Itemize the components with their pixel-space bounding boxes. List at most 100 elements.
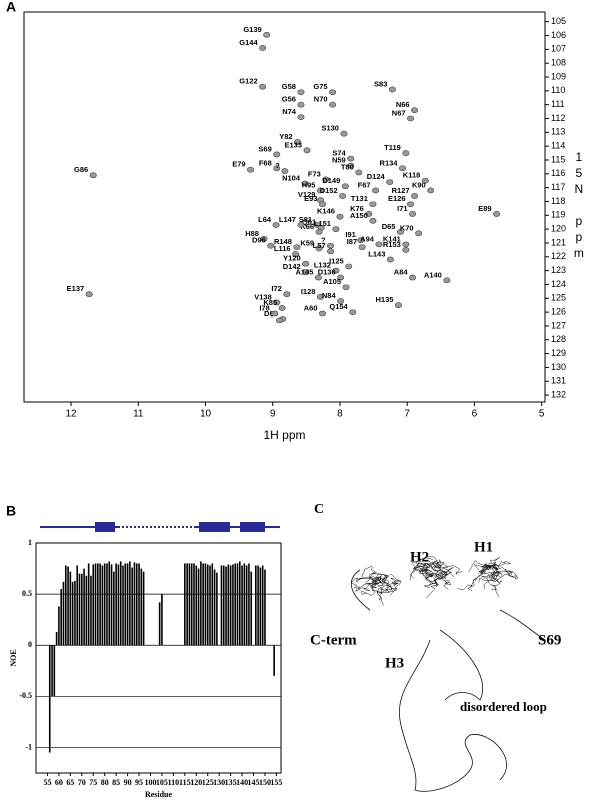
bar [117,564,120,646]
bar [64,565,67,646]
bar [60,589,62,646]
peak [247,166,255,173]
peak-label: V138 [254,292,272,301]
peak-label: E89 [478,204,491,213]
y-tick-label: 112 [551,113,565,123]
x-axis-label: Residue [145,790,173,799]
peak [443,277,451,284]
backbone-trace [434,564,449,580]
peak [340,130,348,137]
secondary-structure [40,522,280,532]
bar [211,563,214,646]
x-tick-label: 85 [112,778,120,787]
peak [411,107,419,114]
peak [336,213,344,220]
peak [294,139,302,145]
peak-label: L64 [258,215,272,224]
bar [202,563,204,646]
peak-label: K141 [383,234,401,243]
backbone-trace [357,577,382,591]
peak [407,201,415,208]
peak [297,114,305,121]
x-tick-label: 130 [213,778,225,787]
peak [402,246,410,253]
peak-label: E137 [67,284,85,293]
y-tick-label: 125 [551,293,566,303]
peak [347,162,355,169]
peak-label: T131 [351,194,368,203]
peak-label: F68 [259,158,272,167]
backbone-trace [355,579,382,592]
y-tick-label: 111 [551,99,565,109]
peak [342,284,350,291]
structure-label: C-term [310,632,357,648]
peak [272,222,280,228]
bar [158,602,161,646]
y-tick-label: 128 [551,334,566,344]
peak-label: K59 [300,238,314,247]
bar [74,580,76,646]
peak [337,298,345,304]
peak-label: S83 [374,79,387,88]
structure-label: H1 [474,539,493,555]
peak-label: E93 [304,194,317,203]
y-tick-label: 107 [551,44,566,54]
peak-label: D65 [382,222,396,231]
backbone-trace [378,577,402,598]
peak-label: F67 [358,180,371,189]
peak-label: Q61 [302,218,316,227]
peak-label: L132 [314,261,331,270]
bar [129,561,131,646]
peak [398,165,406,172]
y-tick-label: 1 [28,538,32,547]
disordered-loop-trace [350,569,546,792]
backbone-trace [484,564,514,577]
peak [316,187,324,194]
x-tick-label: 70 [78,778,86,787]
y-tick-label: -1 [25,742,32,751]
x-tick-label: 75 [89,778,97,787]
peak-label: K90 [412,180,426,189]
peak [409,211,417,217]
peak-label: G75 [313,82,327,91]
peak-label: K66 [300,222,314,231]
peak [375,241,383,248]
peak [332,267,340,274]
backbone-trace [494,570,518,580]
bar [193,563,195,646]
y-tick-label: 115 [551,154,565,164]
panel-label: A [6,0,16,15]
peak [293,244,301,251]
bar [238,561,241,646]
bar [122,565,124,646]
peak [365,211,373,217]
peak-label: H135 [376,295,394,304]
structure-label: S69 [538,632,561,648]
x-tick-label: 60 [55,778,63,787]
bar [197,568,200,646]
x-tick-label: 100 [144,778,156,787]
backbone-trace [483,564,501,589]
bar [131,567,133,646]
peak-label: N66 [396,100,410,109]
backbone-trace [387,574,401,587]
y-tick-label: 116 [551,168,565,178]
bar [71,581,74,646]
backbone-trace [377,576,392,594]
backbone-trace [355,574,390,583]
x-tick-label: 105 [156,778,168,787]
bar [58,606,60,646]
peak [388,86,396,93]
bar [106,563,108,646]
peak-label: G139 [243,25,261,34]
peak-label: G86 [74,165,88,174]
bar [142,571,145,646]
peak-label: G56 [282,95,296,104]
bar [184,563,186,646]
bar [90,575,92,646]
bar [67,566,69,646]
peak [302,260,310,267]
bar [248,563,250,646]
peak [278,305,286,311]
bar [69,571,72,646]
